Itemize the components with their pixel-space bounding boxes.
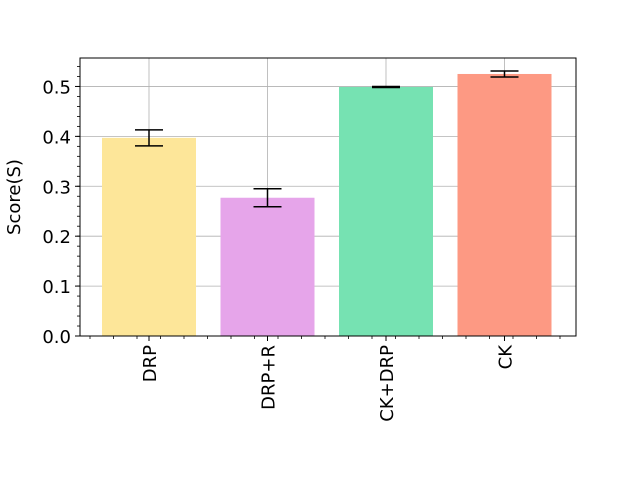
plot-frame (79, 57, 577, 337)
error-bar (490, 70, 519, 78)
x-tick-label: DRP+R (259, 345, 280, 410)
error-bar (135, 129, 163, 147)
y-tick-label: 0.4 (42, 127, 71, 148)
y-tick-label: 0.2 (42, 227, 71, 248)
error-bar (372, 85, 400, 89)
x-tick-label: CK+DRP (377, 345, 398, 422)
bar-drp (102, 137, 196, 336)
bar-drp-plus-r (220, 197, 315, 336)
bar-ck (457, 73, 552, 336)
bars (102, 73, 552, 336)
x-tick-label: DRP (140, 345, 161, 382)
error-bars (135, 70, 519, 208)
y-tick-label: 0.0 (42, 327, 71, 348)
y-axis-label: Score(S) (4, 159, 25, 235)
axes: 0.0 0.1 0.2 0.3 0.4 0.5 DRP DRP+R CK+DRP CK (42, 57, 577, 422)
y-tick-label: 0.3 (42, 177, 71, 198)
y-tick-label: 0.1 (42, 277, 71, 298)
error-bar (253, 188, 282, 208)
bar-ck-plus-drp (339, 86, 433, 336)
x-tick-label: CK (496, 344, 517, 370)
y-tick-label: 0.5 (42, 77, 71, 98)
